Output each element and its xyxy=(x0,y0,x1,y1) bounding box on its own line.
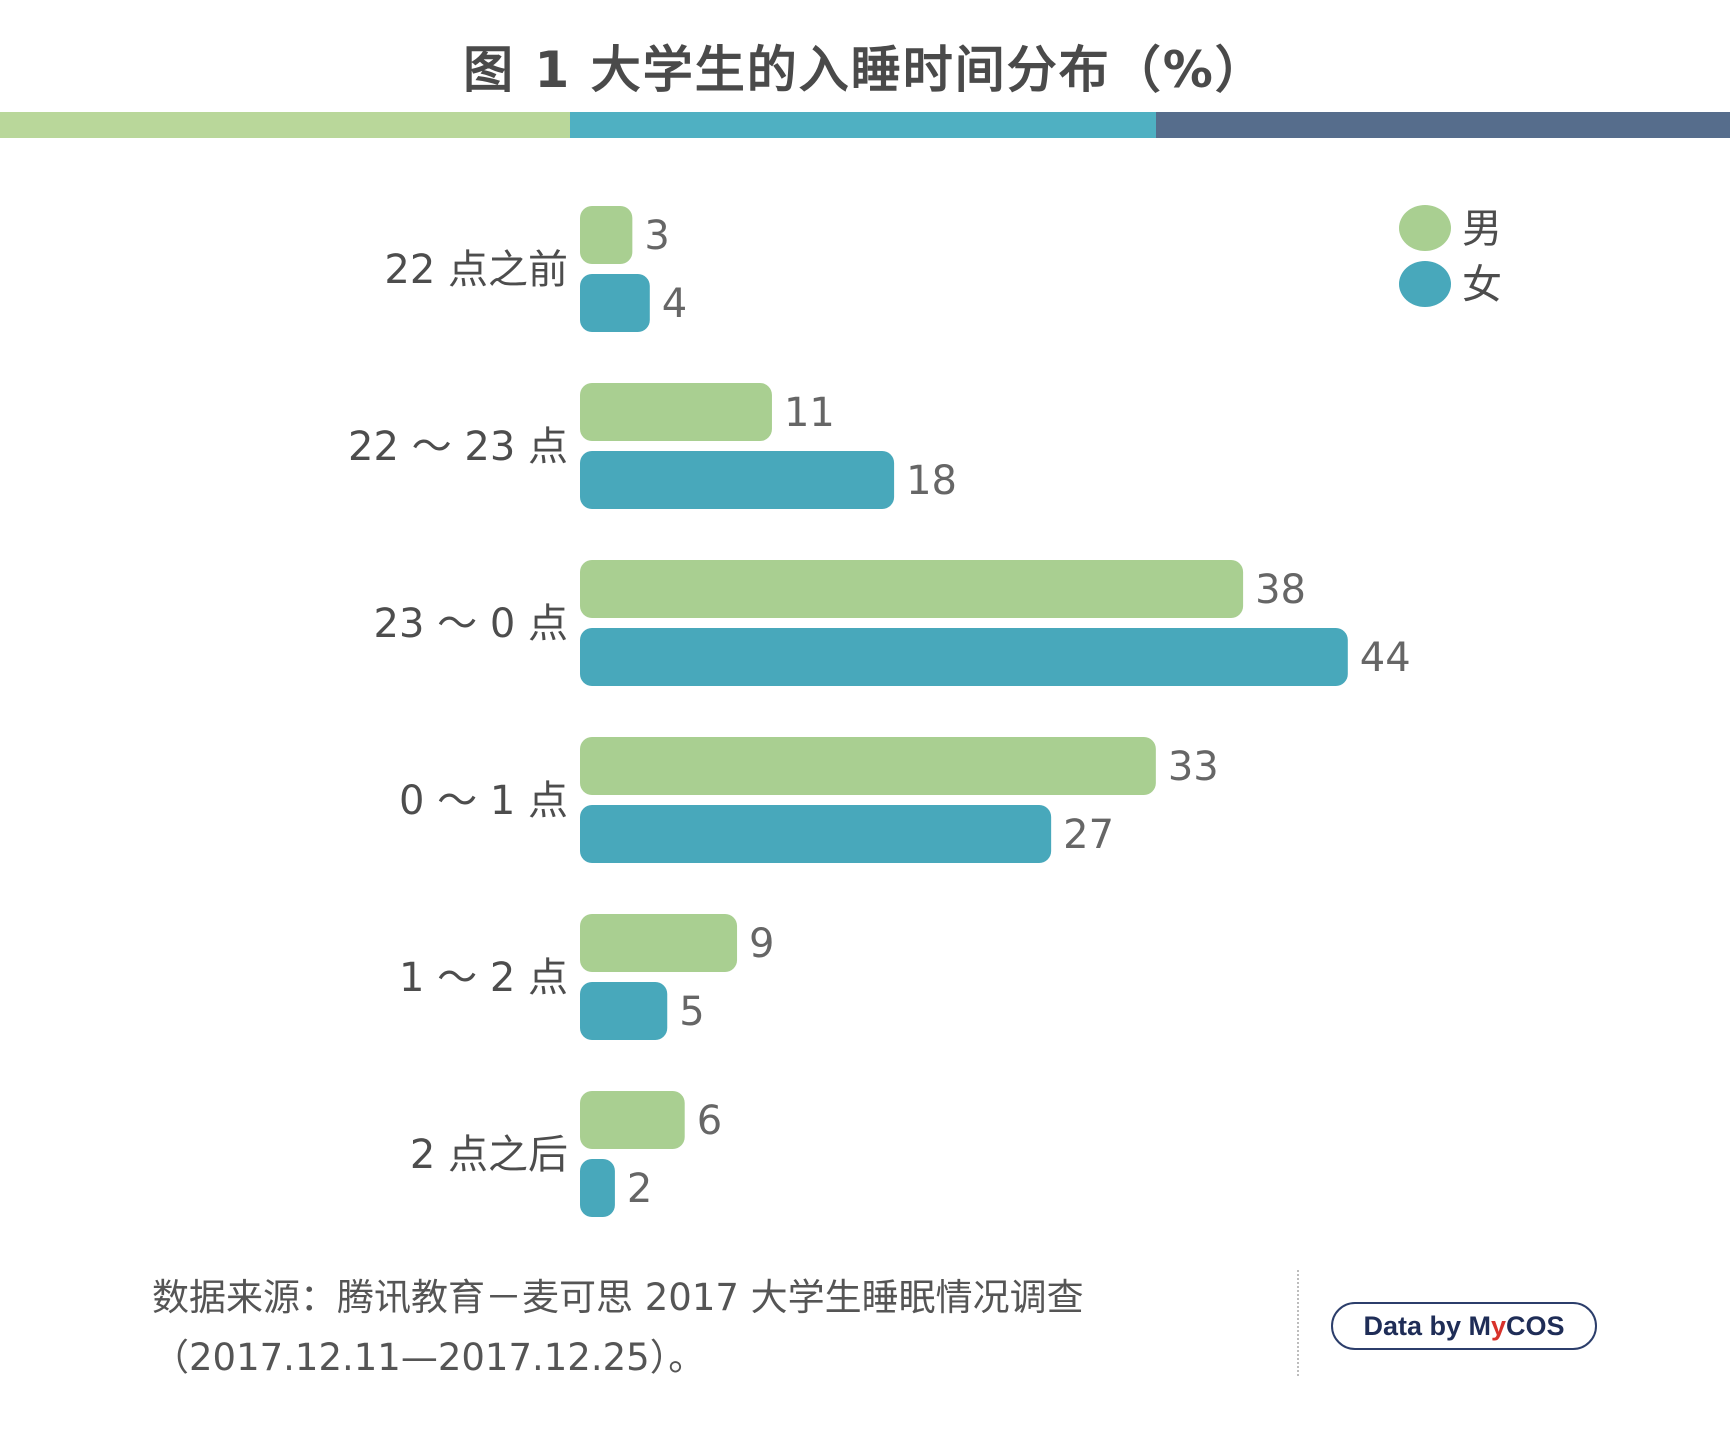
bar-male xyxy=(580,383,772,441)
bar-female xyxy=(580,274,650,332)
header-stripe-green xyxy=(0,112,570,138)
legend-label: 女 xyxy=(1462,262,1502,308)
bar-female xyxy=(580,1159,615,1217)
category-label: 22 ～ 23 点 xyxy=(348,424,568,470)
category-label: 2 点之后 xyxy=(410,1132,568,1178)
value-label: 4 xyxy=(662,281,687,327)
legend-swatch-female xyxy=(1399,261,1451,307)
value-label: 2 xyxy=(627,1166,652,1212)
value-label: 11 xyxy=(784,390,835,436)
chart-title: 图 1 大学生的入睡时间分布（%） xyxy=(463,41,1267,99)
credit-brand-y: y xyxy=(1491,1311,1507,1341)
credit-brand-rest: COS xyxy=(1506,1311,1565,1341)
value-label: 38 xyxy=(1255,567,1306,613)
value-label: 18 xyxy=(906,458,957,504)
value-label: 33 xyxy=(1168,744,1219,790)
bar-female xyxy=(580,628,1348,686)
footer-divider xyxy=(1297,1270,1299,1376)
category-label: 0 ～ 1 点 xyxy=(399,778,568,824)
bar-male xyxy=(580,737,1156,795)
bar-male xyxy=(580,914,738,972)
value-label: 44 xyxy=(1360,635,1411,681)
credit-prefix: Data by xyxy=(1363,1311,1469,1341)
bar-female xyxy=(580,451,895,509)
source-line-2: （2017.12.11—2017.12.25）。 xyxy=(152,1336,706,1379)
category-label: 23 ～ 0 点 xyxy=(374,601,569,647)
value-label: 27 xyxy=(1063,812,1114,858)
value-label: 3 xyxy=(644,213,669,259)
bar-male xyxy=(580,1091,685,1149)
value-label: 6 xyxy=(697,1098,722,1144)
legend-swatch-male xyxy=(1399,205,1451,251)
bar-male xyxy=(580,560,1244,618)
data-credit-badge: Data by MyCOS xyxy=(1331,1302,1597,1350)
header-stripe-navy xyxy=(1156,112,1730,138)
value-label: 5 xyxy=(679,989,704,1035)
header-stripe-teal xyxy=(570,112,1156,138)
value-label: 9 xyxy=(749,921,774,967)
credit-brand-m: M xyxy=(1468,1311,1492,1341)
source-line-1: 数据来源：腾讯教育－麦可思 2017 大学生睡眠情况调查 xyxy=(152,1276,1084,1319)
legend-label: 男 xyxy=(1462,206,1502,252)
bar-female xyxy=(580,805,1052,863)
source-note: 数据来源：腾讯教育－麦可思 2017 大学生睡眠情况调查 （2017.12.11… xyxy=(152,1268,1282,1388)
category-label: 22 点之前 xyxy=(384,247,568,293)
bar-male xyxy=(580,206,633,264)
category-label: 1 ～ 2 点 xyxy=(399,955,568,1001)
bar-chart: 22 点之前 3 4 22 ～ 23 点 11 18 23 ～ 0 点 38 44 0 ～ 1 点… xyxy=(348,205,1502,1217)
bar-female xyxy=(580,982,668,1040)
